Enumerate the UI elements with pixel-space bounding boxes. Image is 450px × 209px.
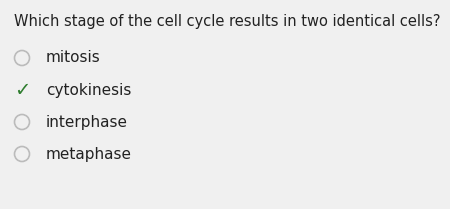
Text: Which stage of the cell cycle results in two identical cells?: Which stage of the cell cycle results in… xyxy=(14,14,441,29)
Circle shape xyxy=(14,147,30,162)
Circle shape xyxy=(14,51,30,65)
Text: interphase: interphase xyxy=(46,115,128,130)
Circle shape xyxy=(14,115,30,130)
Text: ✓: ✓ xyxy=(14,80,30,99)
Text: cytokinesis: cytokinesis xyxy=(46,83,131,98)
Text: metaphase: metaphase xyxy=(46,147,132,162)
Text: mitosis: mitosis xyxy=(46,51,101,65)
